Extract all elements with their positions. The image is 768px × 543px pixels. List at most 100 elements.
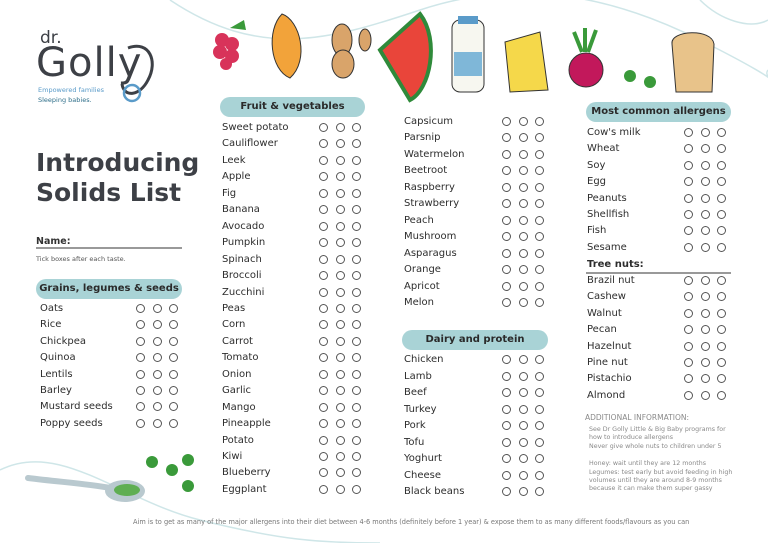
list-item: Apple bbox=[222, 171, 251, 183]
tick-box bbox=[335, 336, 345, 346]
title: Introducing Solids List bbox=[36, 148, 200, 207]
list-item: Spinach bbox=[222, 253, 262, 265]
list-item: Beetroot bbox=[404, 165, 448, 177]
tick-box bbox=[700, 160, 710, 170]
tick-box bbox=[319, 369, 328, 379]
tick-box bbox=[518, 199, 528, 209]
section-heading: Grains, legumes & seeds bbox=[36, 279, 182, 299]
tick-box bbox=[319, 320, 328, 330]
tick-box bbox=[684, 276, 693, 285]
tick-box bbox=[684, 390, 693, 400]
tick-box bbox=[136, 418, 145, 428]
list-item: Chicken bbox=[404, 354, 444, 365]
tick-box bbox=[717, 226, 726, 236]
tick-box bbox=[335, 369, 345, 379]
tick-box bbox=[352, 435, 361, 445]
tick-box bbox=[535, 297, 544, 307]
tick-box bbox=[352, 271, 361, 281]
tick-box bbox=[319, 254, 328, 264]
tick-box bbox=[700, 226, 710, 236]
tick-box bbox=[535, 199, 544, 209]
list-item: Chickpea bbox=[40, 335, 87, 347]
tick-box bbox=[319, 221, 328, 231]
list-item: Pine nut bbox=[587, 357, 628, 368]
list-item: Cashew bbox=[587, 291, 626, 303]
tick-box bbox=[335, 221, 345, 231]
tick-box bbox=[518, 297, 528, 307]
tick-box bbox=[335, 238, 345, 248]
tick-box bbox=[717, 341, 726, 351]
tick-box bbox=[700, 341, 710, 351]
footer: Aim is to get as many of the major aller… bbox=[133, 518, 690, 526]
list-item: Potato bbox=[222, 434, 254, 446]
tick-box bbox=[169, 320, 178, 330]
tick-box bbox=[335, 353, 345, 363]
tick-box bbox=[684, 177, 693, 187]
tick-box bbox=[136, 353, 145, 363]
tick-box bbox=[535, 371, 544, 381]
tick-box bbox=[152, 336, 162, 346]
tick-box bbox=[352, 287, 361, 297]
tick-box bbox=[335, 205, 345, 215]
name-label: Name: bbox=[36, 236, 71, 247]
tick-box bbox=[717, 292, 726, 302]
tick-box bbox=[700, 193, 710, 203]
list-item: Shellfish bbox=[587, 209, 630, 220]
tick-box bbox=[335, 419, 345, 429]
tick-box bbox=[700, 292, 710, 302]
list-item: Beef bbox=[404, 387, 427, 398]
subheading: Tree nuts: bbox=[587, 259, 644, 270]
tick-box bbox=[169, 402, 178, 412]
tick-box bbox=[684, 160, 693, 170]
list-item: Eggplant bbox=[222, 483, 267, 495]
list-item: Pecan bbox=[587, 324, 617, 336]
tick-box bbox=[335, 271, 345, 281]
tick-box bbox=[700, 325, 710, 335]
list-item: Mango bbox=[222, 401, 256, 413]
tick-box bbox=[535, 487, 544, 496]
list-item: Wheat bbox=[587, 143, 620, 155]
list-item: Cheese bbox=[404, 469, 441, 481]
list-item: Yoghurt bbox=[404, 453, 442, 464]
tick-box bbox=[319, 468, 328, 478]
tick-box bbox=[335, 435, 345, 445]
tick-box bbox=[535, 265, 544, 275]
list-item: Banana bbox=[222, 204, 260, 216]
list-item: Oats bbox=[40, 303, 64, 314]
tick-box bbox=[319, 435, 328, 445]
tick-box bbox=[335, 123, 345, 132]
tick-box bbox=[518, 388, 528, 397]
tick-box bbox=[319, 402, 328, 412]
tick-box bbox=[684, 193, 693, 203]
tick-box bbox=[535, 437, 544, 447]
list-item: Apricot bbox=[404, 280, 440, 292]
section-heading: Fruit & vegetables bbox=[220, 97, 365, 117]
tick-box bbox=[684, 358, 693, 367]
list-item: Asparagus bbox=[404, 247, 457, 259]
list-item: Walnut bbox=[587, 307, 622, 319]
tick-box bbox=[502, 421, 511, 430]
list-item: Onion bbox=[222, 368, 252, 380]
list-item: Garlic bbox=[222, 385, 252, 397]
tick-box bbox=[319, 139, 328, 149]
tick-box bbox=[352, 336, 361, 346]
tick-box bbox=[136, 369, 145, 379]
tick-box bbox=[319, 303, 328, 313]
list-item: Broccoli bbox=[222, 270, 262, 282]
list-item: Tofu bbox=[404, 436, 425, 448]
tick-box bbox=[335, 303, 345, 313]
tick-box bbox=[684, 226, 693, 236]
tick-box bbox=[335, 254, 345, 264]
tick-box bbox=[136, 386, 145, 395]
tick-box bbox=[502, 182, 511, 192]
tick-box bbox=[352, 369, 361, 379]
tick-box bbox=[518, 248, 528, 258]
tick-box bbox=[352, 402, 361, 412]
tick-box bbox=[700, 358, 710, 367]
logo-prefix: dr. bbox=[40, 28, 62, 48]
tick-box bbox=[335, 139, 345, 149]
tick-box bbox=[684, 325, 693, 335]
tick-box bbox=[352, 320, 361, 330]
tick-box bbox=[502, 166, 511, 176]
